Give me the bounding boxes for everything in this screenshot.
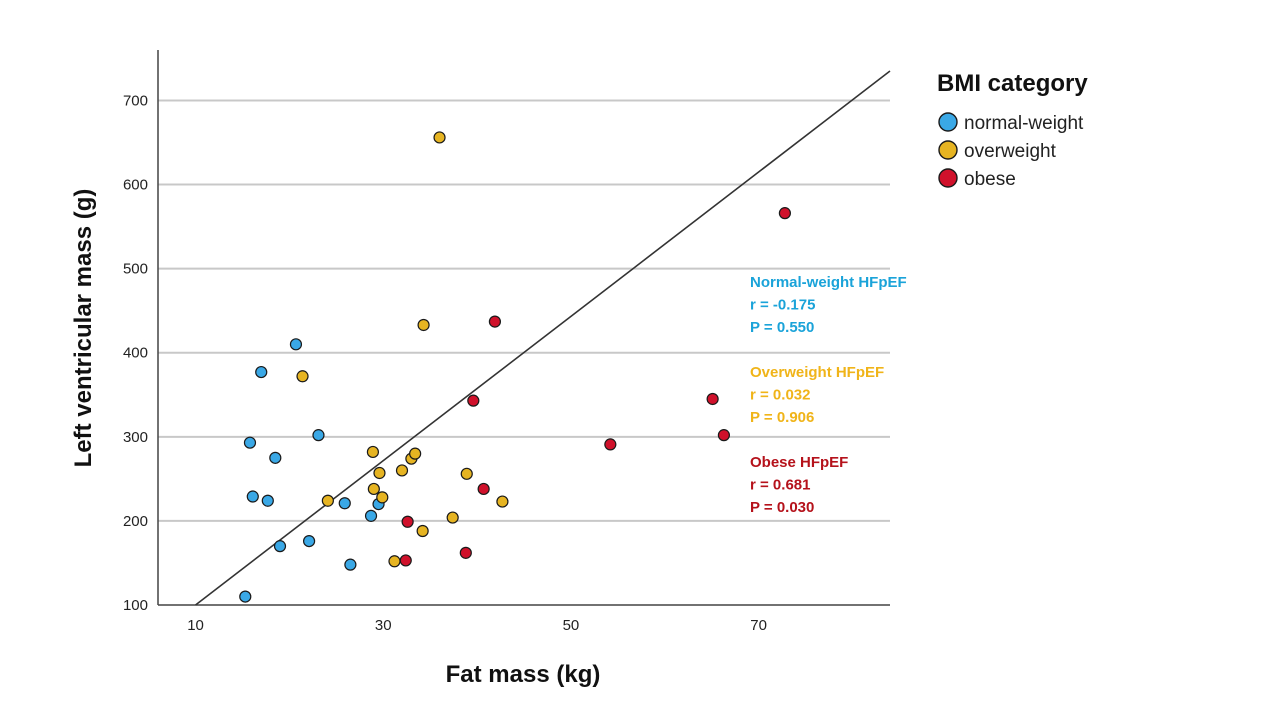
point-overweight (367, 482, 380, 496)
annotation-line: Obese HFpEF (750, 454, 848, 471)
x-tick-label: 50 (563, 617, 580, 634)
legend-label-obese: obese (964, 169, 1016, 190)
x-tick-label: 30 (375, 617, 392, 634)
point-overweight (416, 524, 429, 538)
point-obese (778, 207, 791, 220)
point-overweight (373, 466, 386, 480)
annotation-line: r = 0.032 (750, 387, 810, 404)
point-overweight (446, 511, 459, 524)
point-normal-weight (255, 365, 268, 379)
point-obese (488, 315, 502, 328)
y-tick-label: 200 (123, 513, 148, 530)
point-normal-weight (302, 534, 316, 548)
tick-labels: 100 200 300 400 500 600 700 10 30 50 70 (123, 92, 767, 634)
y-tick-label: 400 (123, 345, 148, 362)
point-overweight (460, 467, 473, 480)
point-overweight (409, 447, 422, 460)
y-tick-label: 500 (123, 261, 148, 278)
point-overweight (376, 491, 389, 504)
y-tick-label: 600 (123, 177, 148, 194)
x-tick-label: 10 (187, 617, 204, 634)
axes (157, 50, 890, 606)
legend-title: BMI category (937, 70, 1088, 97)
point-normal-weight (312, 429, 325, 442)
annotation-line: r = -0.175 (750, 297, 815, 314)
point-normal-weight (364, 509, 378, 522)
legend-label-normal-weight: normal-weight (964, 113, 1084, 134)
point-normal-weight (344, 558, 357, 571)
point-overweight (296, 370, 309, 383)
y-tick-label: 100 (123, 597, 148, 614)
point-normal-weight (246, 490, 259, 503)
point-overweight (417, 318, 430, 332)
fit-line-group (195, 70, 891, 606)
point-obese (706, 392, 719, 406)
point-obese (401, 515, 414, 528)
legend-marker-obese (938, 168, 958, 188)
point-obese (467, 394, 480, 407)
x-tick-label: 70 (750, 617, 767, 634)
point-overweight (366, 445, 380, 459)
y-tick-label: 300 (123, 429, 148, 446)
point-normal-weight (338, 497, 351, 510)
point-obese (399, 554, 412, 567)
annotation-line: Normal-weight HFpEF (750, 274, 907, 291)
point-normal-weight (273, 540, 287, 553)
fit-line (195, 70, 891, 606)
annotation-line: P = 0.906 (750, 409, 814, 426)
annotation-line: Overweight HFpEF (750, 364, 884, 381)
annotation-line: P = 0.030 (750, 499, 814, 516)
point-overweight (388, 555, 401, 568)
point-overweight (433, 131, 446, 144)
annotations: Normal-weight HFpEF r = -0.175 P = 0.550 Ov… (750, 274, 907, 516)
point-normal-weight (243, 436, 257, 449)
point-overweight (321, 494, 334, 507)
y-tick-label: 700 (123, 92, 148, 109)
point-normal-weight (269, 451, 282, 464)
point-obese (604, 438, 617, 451)
point-normal-weight (239, 590, 252, 603)
point-obese (459, 546, 472, 559)
y-axis-title: Left ventricular mass (g) (70, 189, 97, 468)
point-normal-weight (289, 338, 303, 351)
x-axis-title: Fat mass (kg) (446, 661, 601, 688)
legend: BMI category normal-weight overweight obes… (937, 70, 1088, 190)
point-overweight (395, 464, 409, 477)
annotation-line: P = 0.550 (750, 319, 814, 336)
point-obese (717, 429, 730, 442)
legend-marker-normal-weight (938, 112, 958, 132)
legend-marker-overweight (938, 140, 958, 160)
annotation-line: r = 0.681 (750, 477, 810, 494)
point-normal-weight (261, 494, 274, 507)
point-overweight (496, 495, 509, 508)
data-points (239, 131, 791, 603)
legend-label-overweight: overweight (964, 141, 1057, 162)
point-obese (477, 482, 490, 496)
